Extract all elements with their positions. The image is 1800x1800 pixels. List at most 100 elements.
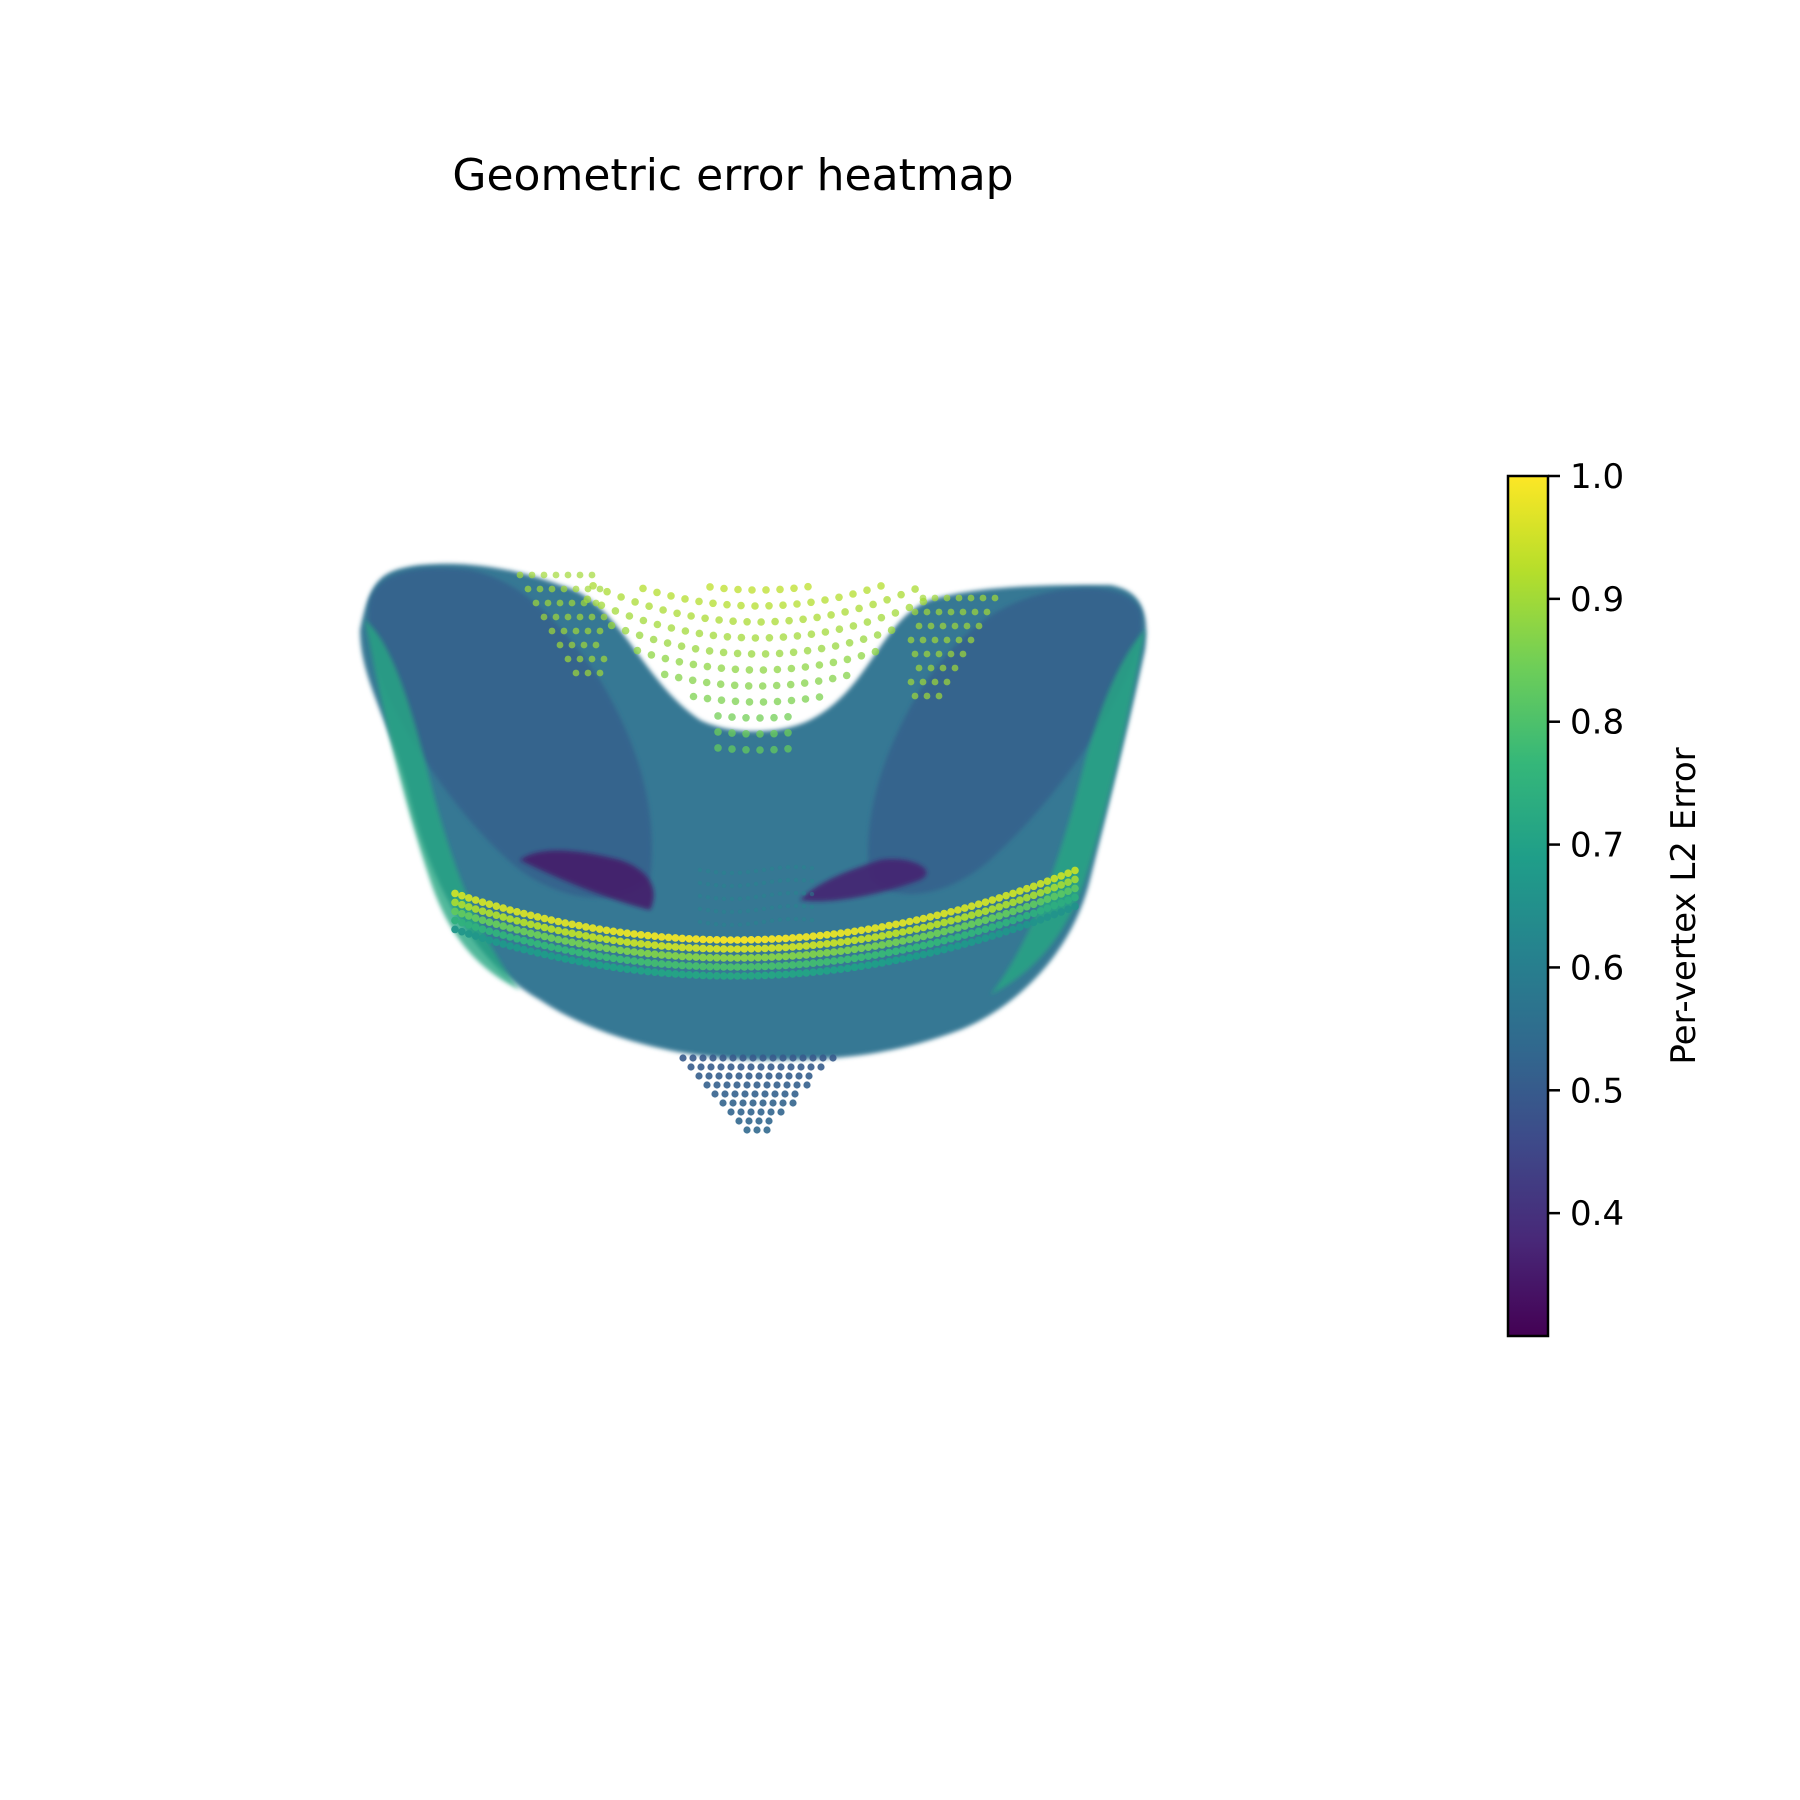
mesh-vertex — [589, 942, 597, 950]
mesh-vertex — [609, 954, 618, 963]
mesh-vertex — [784, 713, 792, 721]
mesh-vertex — [947, 935, 955, 943]
mesh-vertex — [1009, 898, 1017, 907]
mesh-vertex — [814, 677, 823, 685]
mesh-vertex — [715, 1072, 723, 1080]
mesh-vertex — [609, 945, 618, 954]
mesh-vertex — [912, 925, 921, 933]
mesh-vertex — [878, 950, 886, 958]
mesh-vertex — [723, 633, 732, 641]
mesh-vertex — [492, 902, 501, 910]
mesh-vertex — [564, 613, 572, 621]
mesh-vertex — [602, 935, 611, 944]
mesh-vertex — [871, 951, 879, 959]
mesh-vertex — [568, 938, 576, 947]
mesh-vertex — [991, 594, 999, 602]
mesh-vertex — [592, 599, 600, 607]
mesh-vertex — [742, 714, 750, 722]
mesh-vertex — [933, 938, 941, 947]
mesh-vertex — [737, 1108, 745, 1116]
mesh-vertex — [582, 959, 590, 967]
mesh-vertex — [754, 944, 762, 953]
mesh-vertex — [729, 922, 735, 928]
mesh-vertex — [747, 945, 755, 953]
mesh-vertex — [995, 894, 1003, 902]
mesh-vertex — [520, 918, 528, 927]
mesh-vertex — [802, 942, 811, 950]
mesh-vertex — [777, 865, 783, 870]
mesh-vertex — [465, 930, 473, 938]
mesh-vertex — [967, 920, 976, 928]
mesh-vertex — [951, 622, 959, 630]
mesh-vertex — [630, 930, 638, 938]
mesh-vertex — [602, 944, 611, 953]
mesh-vertex — [770, 745, 778, 754]
mesh-vertex — [547, 925, 556, 933]
mesh-vertex — [1023, 902, 1031, 911]
mesh-vertex — [1036, 889, 1045, 897]
mesh-vertex — [705, 882, 711, 887]
mesh-vertex — [705, 869, 711, 874]
mesh-vertex — [492, 911, 501, 919]
mesh-vertex — [767, 1063, 775, 1071]
mesh-vertex — [809, 904, 815, 910]
mesh-vertex — [671, 961, 680, 969]
mesh-vertex — [685, 971, 693, 979]
mesh-vertex — [513, 935, 521, 943]
mesh-vertex — [657, 951, 666, 959]
mesh-vertex — [709, 1054, 717, 1062]
mesh-vertex — [572, 669, 580, 677]
mesh-vertex — [747, 1063, 755, 1071]
mesh-vertex — [926, 931, 935, 939]
mesh-vertex — [995, 903, 1003, 911]
mesh-vertex — [864, 943, 873, 951]
mesh-vertex — [802, 933, 811, 941]
mesh-vertex — [947, 650, 955, 658]
mesh-vertex — [703, 662, 712, 671]
mesh-vertex — [580, 599, 588, 607]
mesh-vertex — [790, 584, 798, 593]
mesh-vertex — [584, 627, 592, 635]
mesh-vertex — [793, 600, 801, 608]
mesh-vertex — [905, 953, 914, 962]
mesh-vertex — [753, 868, 759, 874]
mesh-vertex — [747, 954, 755, 962]
mesh-vertex — [775, 971, 783, 979]
mesh-vertex — [935, 650, 943, 658]
mesh-vertex — [801, 891, 807, 896]
mesh-vertex — [830, 957, 838, 965]
mesh-vertex — [1057, 890, 1065, 898]
mesh-vertex — [589, 933, 597, 941]
mesh-vertex — [1029, 918, 1038, 927]
mesh-vertex — [713, 922, 719, 927]
mesh-vertex — [769, 918, 775, 923]
mesh-vertex — [485, 918, 494, 926]
mesh-vertex — [771, 617, 779, 626]
mesh-vertex — [635, 631, 644, 640]
mesh-vertex — [777, 878, 783, 883]
mesh-vertex — [887, 626, 896, 634]
mesh-vertex — [761, 893, 767, 898]
mesh-vertex — [699, 1054, 707, 1062]
mesh-vertex — [773, 1081, 781, 1089]
mesh-vertex — [657, 960, 666, 968]
mesh-vertex — [753, 1081, 761, 1089]
mesh-vertex — [1029, 882, 1038, 891]
mesh-vertex — [775, 1072, 783, 1080]
mesh-vertex — [623, 947, 631, 955]
mesh-vertex — [743, 1126, 751, 1134]
mesh-vertex — [835, 593, 843, 602]
mesh-vertex — [616, 937, 625, 946]
mesh-vertex — [458, 891, 466, 900]
mesh-vertex — [912, 943, 921, 951]
mesh-vertex — [645, 602, 653, 610]
mesh-vertex — [1002, 900, 1010, 909]
mesh-vertex — [552, 613, 560, 621]
mesh-vertex — [465, 912, 473, 920]
mesh-vertex — [878, 923, 886, 931]
mesh-vertex — [678, 943, 687, 952]
mesh-vertex — [828, 674, 837, 683]
mesh-vertex — [657, 942, 666, 950]
mesh-vertex — [667, 592, 675, 600]
mesh-vertex — [954, 924, 962, 932]
